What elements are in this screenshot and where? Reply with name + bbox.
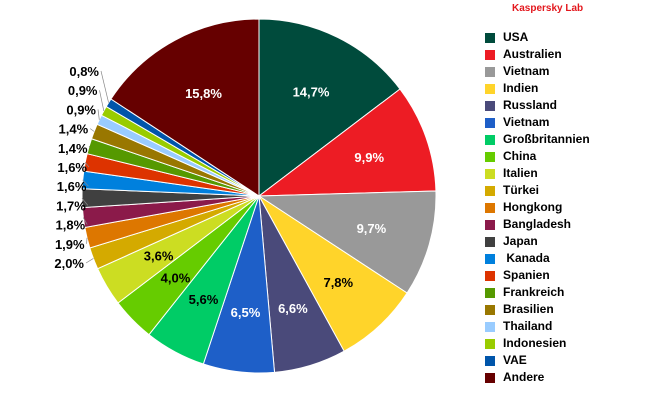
slice-label: 5,6% — [189, 292, 219, 307]
leader-line — [100, 70, 109, 103]
legend-swatch — [485, 84, 495, 94]
legend-label: Andere — [503, 370, 545, 384]
pie-slices — [81, 18, 437, 374]
legend-label: VAE — [503, 353, 527, 367]
legend-swatch — [485, 220, 495, 230]
legend-label: Italien — [503, 166, 538, 180]
legend-swatch — [485, 237, 495, 247]
data-labels: 14,7% 9,9% 9,7% 7,8% 6,6% 6,5% 5,6% 4,0% 3,6% 2,0… — [54, 64, 386, 320]
legend-label: China — [503, 149, 537, 163]
slice-label: 2,0% — [54, 256, 84, 271]
legend-label: Vietnam — [503, 115, 550, 129]
leader-line — [97, 109, 100, 120]
legend-swatch — [485, 50, 495, 60]
pie-slice — [110, 18, 260, 197]
legend-swatch — [485, 186, 495, 196]
legend-label: Spanien — [503, 268, 550, 282]
slice-label: 1,6% — [57, 179, 87, 194]
leader-line — [99, 90, 105, 111]
legend-label: Russland — [503, 98, 558, 112]
legend-swatch — [485, 118, 495, 128]
slice-label: 3,6% — [144, 249, 174, 264]
leader-lines — [81, 70, 109, 264]
legend-label: Großbritannien — [503, 132, 590, 146]
legend-swatch — [485, 339, 495, 349]
slice-label: 14,7% — [293, 84, 330, 99]
legend-label: Türkei — [503, 183, 540, 197]
legend-swatch — [485, 254, 495, 264]
legend-label: Thailand — [503, 319, 553, 333]
slice-label: 1,4% — [59, 122, 89, 137]
slice-label: 4,0% — [161, 271, 191, 286]
slice-label: 1,7% — [56, 198, 86, 213]
slice-label: 1,9% — [55, 237, 85, 252]
leader-line — [89, 128, 95, 132]
legend-label: USA — [503, 30, 529, 44]
brand-label: Kaspersky Lab — [512, 3, 584, 14]
slice-label: 6,6% — [278, 301, 308, 316]
leader-line — [85, 258, 94, 264]
slice-label: 1,8% — [56, 218, 86, 233]
legend-swatch — [485, 322, 495, 332]
legend-swatch — [485, 135, 495, 145]
legend-swatch — [485, 203, 495, 213]
legend-label: Vietnam — [503, 64, 550, 78]
legend-swatch — [485, 67, 495, 77]
slice-label: 9,7% — [357, 221, 387, 236]
legend-label: Bangladesh — [503, 217, 572, 231]
legend-swatch — [485, 101, 495, 111]
legend-label: Indien — [503, 81, 539, 95]
legend-label: Brasilien — [503, 302, 554, 316]
pie-slice — [258, 18, 401, 198]
slice-label: 7,8% — [323, 275, 353, 290]
pie-slice — [257, 190, 437, 294]
legend-swatch — [485, 152, 495, 162]
slice-label: 15,8% — [185, 86, 222, 101]
legend-label: Frankreich — [503, 285, 565, 299]
legend-label: Hongkong — [503, 200, 563, 214]
legend-swatch — [485, 33, 495, 43]
leader-line — [84, 162, 90, 168]
legend-label: Indonesien — [503, 336, 567, 350]
leader-line — [81, 197, 89, 206]
leader-line — [82, 179, 89, 187]
slice-label: 0,9% — [66, 102, 96, 117]
legend-swatch — [485, 271, 495, 281]
legend-swatch — [485, 305, 495, 315]
legend-swatch — [485, 288, 495, 298]
slice-label: 1,6% — [57, 160, 87, 175]
legend-label: Kanada — [503, 251, 550, 265]
legend-swatch — [485, 169, 495, 179]
slice-label: 0,9% — [68, 83, 98, 98]
slice-label: 9,9% — [354, 150, 384, 165]
slice-label: 6,5% — [231, 305, 261, 320]
legend-swatch — [485, 373, 495, 383]
slice-label: 1,4% — [58, 141, 88, 156]
legend-label: Japan — [503, 234, 538, 248]
pie-slice — [257, 88, 437, 197]
legend-swatch — [485, 356, 495, 366]
leader-line — [82, 217, 88, 225]
legend-label: Australien — [503, 47, 562, 61]
slice-label: 0,8% — [69, 64, 99, 79]
